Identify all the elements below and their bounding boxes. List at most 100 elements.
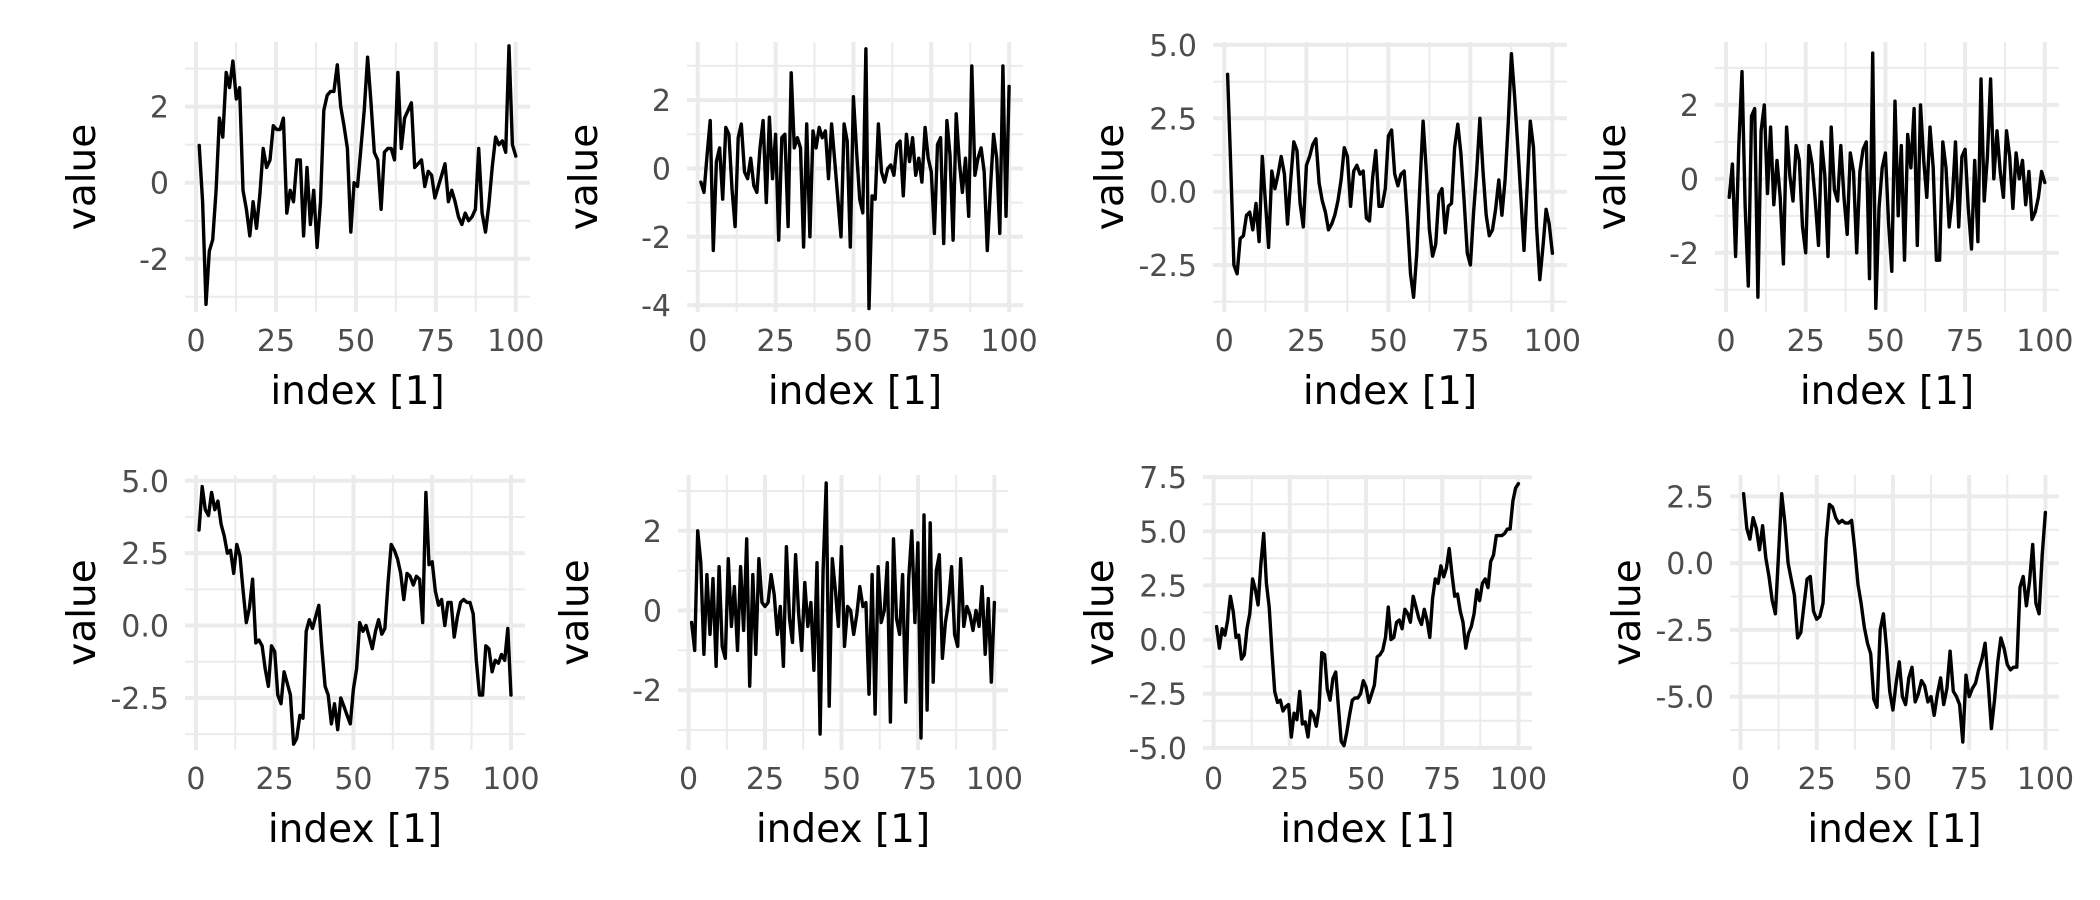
x-tick-label: 25 bbox=[1287, 324, 1325, 359]
x-tick-label: 50 bbox=[334, 762, 372, 797]
y-tick-label: 2.5 bbox=[121, 537, 169, 572]
x-tick-label: 25 bbox=[257, 324, 295, 359]
chart-panel-2: 0 25 50 75 100 -4 -2 0 2 index [1] value bbox=[562, 42, 1038, 414]
y-tick-label: 2 bbox=[1680, 89, 1699, 124]
y-tick-label: 0 bbox=[150, 167, 169, 202]
x-tick-label: 25 bbox=[746, 762, 784, 797]
x-tick-label: 0 bbox=[1731, 762, 1750, 797]
y-tick-label: 0.0 bbox=[1666, 547, 1714, 582]
chart-panel-7: 0 25 50 75 100 -5.0 -2.5 0.0 2.5 5.0 7.5 index [1] v… bbox=[1078, 461, 1547, 852]
y-tick-label: 0 bbox=[1680, 163, 1699, 198]
x-tick-label: 0 bbox=[679, 762, 698, 797]
x-tick-label: 75 bbox=[413, 762, 451, 797]
y-axis-title: value bbox=[1605, 559, 1650, 666]
x-tick-label: 75 bbox=[899, 762, 937, 797]
y-tick-label: 2.5 bbox=[1666, 480, 1714, 515]
y-tick-label: 2.5 bbox=[1149, 102, 1197, 137]
x-tick-label: 75 bbox=[912, 324, 950, 359]
x-tick-label: 0 bbox=[1716, 324, 1735, 359]
x-axis-title: index [1] bbox=[270, 369, 444, 414]
x-tick-label: 0 bbox=[688, 324, 707, 359]
y-tick-label: -4 bbox=[641, 289, 671, 324]
y-tick-label: 5.0 bbox=[121, 465, 169, 500]
chart-panel-5: 0 25 50 75 100 -2.5 0.0 2.5 5.0 index [1] value bbox=[60, 465, 540, 852]
x-tick-label: 50 bbox=[1369, 324, 1407, 359]
x-tick-label: 75 bbox=[1423, 762, 1461, 797]
x-tick-label: 50 bbox=[1874, 762, 1912, 797]
x-tick-label: 50 bbox=[337, 324, 375, 359]
x-tick-label: 100 bbox=[2017, 762, 2074, 797]
x-tick-label: 0 bbox=[1204, 762, 1223, 797]
chart-panel-6: 0 25 50 75 100 -2 0 2 index [1] value bbox=[553, 475, 1023, 852]
x-tick-label: 50 bbox=[1347, 762, 1385, 797]
x-axis-title: index [1] bbox=[268, 807, 442, 852]
y-axis-title: value bbox=[60, 124, 105, 231]
series-line-1 bbox=[1741, 492, 2048, 744]
y-axis-title: value bbox=[1590, 124, 1635, 231]
x-axis-title: index [1] bbox=[768, 369, 942, 414]
y-tick-label: -2.5 bbox=[1138, 249, 1197, 284]
x-tick-label: 75 bbox=[1451, 324, 1489, 359]
series-line-1 bbox=[1727, 51, 2047, 310]
y-axis-title: value bbox=[553, 559, 598, 666]
x-tick-label: 100 bbox=[1524, 324, 1581, 359]
x-tick-label: 100 bbox=[487, 324, 544, 359]
chart-panel-4: 0 25 50 75 100 -2 0 2 index [1] value bbox=[1590, 42, 2073, 414]
series-line-1 bbox=[1225, 52, 1555, 299]
y-tick-label: 0.0 bbox=[121, 610, 169, 645]
y-tick-label: -5.0 bbox=[1655, 681, 1714, 716]
x-tick-label: 0 bbox=[1215, 324, 1234, 359]
x-tick-label: 25 bbox=[1787, 324, 1825, 359]
y-tick-label: 0 bbox=[643, 595, 662, 630]
y-tick-label: -5.0 bbox=[1128, 732, 1187, 767]
y-axis-title: value bbox=[1078, 559, 1123, 666]
y-tick-label: 0 bbox=[652, 152, 671, 187]
chart-panel-3: 0 25 50 75 100 -2.5 0.0 2.5 5.0 index [1] value bbox=[1088, 29, 1581, 414]
series-line-1 bbox=[1214, 482, 1521, 748]
series-line-1 bbox=[197, 484, 513, 746]
y-tick-label: -2 bbox=[641, 221, 671, 256]
series-line-1 bbox=[197, 44, 518, 307]
y-tick-label: 5.0 bbox=[1139, 515, 1187, 550]
y-axis-title: value bbox=[1088, 124, 1133, 231]
y-tick-label: -2 bbox=[1669, 237, 1699, 272]
x-tick-label: 100 bbox=[482, 762, 539, 797]
y-tick-label: 2 bbox=[652, 84, 671, 119]
x-tick-label: 0 bbox=[186, 762, 205, 797]
y-tick-label: -2 bbox=[632, 674, 662, 709]
y-tick-label: 0.0 bbox=[1149, 176, 1197, 211]
x-tick-label: 50 bbox=[1866, 324, 1904, 359]
x-tick-label: 25 bbox=[256, 762, 294, 797]
series-line-1 bbox=[689, 481, 997, 740]
x-tick-label: 100 bbox=[2016, 324, 2073, 359]
x-axis-title: index [1] bbox=[756, 807, 930, 852]
y-tick-label: 0.0 bbox=[1139, 624, 1187, 659]
y-tick-label: 2.5 bbox=[1139, 569, 1187, 604]
x-tick-label: 0 bbox=[186, 324, 205, 359]
x-tick-label: 100 bbox=[1490, 762, 1547, 797]
y-tick-label: -2 bbox=[139, 243, 169, 278]
x-axis-title: index [1] bbox=[1303, 369, 1477, 414]
x-tick-label: 100 bbox=[966, 762, 1023, 797]
y-tick-label: -2.5 bbox=[1655, 614, 1714, 649]
x-tick-label: 25 bbox=[757, 324, 795, 359]
x-tick-label: 50 bbox=[834, 324, 872, 359]
x-tick-label: 100 bbox=[980, 324, 1037, 359]
y-tick-label: -2.5 bbox=[110, 682, 169, 717]
x-tick-label: 75 bbox=[1950, 762, 1988, 797]
y-tick-label: -2.5 bbox=[1128, 678, 1187, 713]
x-tick-label: 75 bbox=[1946, 324, 1984, 359]
series-line-1 bbox=[699, 47, 1011, 311]
chart-panel-1: 0 25 50 75 100 -2 0 2 index [1] value bbox=[60, 42, 544, 414]
x-tick-label: 25 bbox=[1271, 762, 1309, 797]
x-tick-label: 25 bbox=[1798, 762, 1836, 797]
y-tick-label: 5.0 bbox=[1149, 29, 1197, 64]
y-tick-label: 2 bbox=[643, 515, 662, 550]
x-tick-label: 50 bbox=[822, 762, 860, 797]
x-tick-label: 75 bbox=[417, 324, 455, 359]
x-axis-title: index [1] bbox=[1807, 807, 1981, 852]
x-axis-title: index [1] bbox=[1800, 369, 1974, 414]
chart-panel-8: 0 25 50 75 100 -5.0 -2.5 0.0 2.5 index [1] value bbox=[1605, 475, 2074, 852]
y-tick-label: 7.5 bbox=[1139, 461, 1187, 496]
